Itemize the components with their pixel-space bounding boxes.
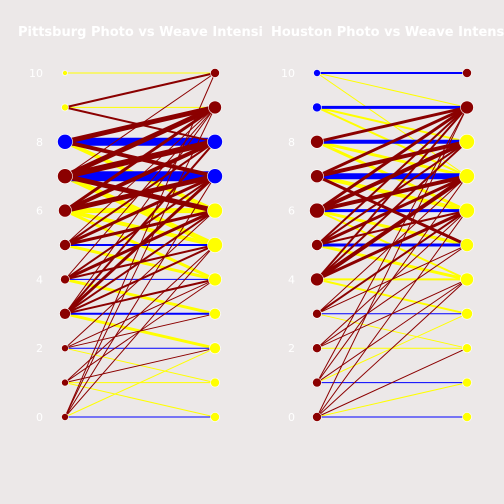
cross-line-weave [316,106,468,246]
right-point [207,237,223,253]
cross-line-weave [64,107,216,418]
left-point [310,169,324,183]
cross-line-weave [316,107,468,418]
cross-line-weave [316,106,468,281]
right-point [462,377,472,388]
cross-line-weave [316,244,468,349]
cross-line-weave [64,107,216,280]
right-point [459,202,475,219]
y-tick-label: 0 [36,411,43,424]
right-point [210,412,220,422]
left-point [310,272,324,287]
left-point [61,344,69,353]
cross-line-weave [316,279,468,418]
cross-line-weave [63,105,217,179]
panel-title: Houston Photo vs Weave Intensit [271,25,504,40]
right-point [209,342,221,355]
cross-line-weave [316,278,468,384]
y-tick-label: 0 [288,411,295,424]
left-point [60,274,70,285]
left-point [313,69,321,77]
right-point [208,272,222,287]
right-point [460,100,474,115]
right-point [461,307,473,320]
y-tick-label: 4 [288,273,295,286]
panel-houston: Houston Photo vs Weave Intensit 0 2 4 6 8 10 [271,25,504,424]
cross-line-weave [64,210,216,349]
right-point [460,238,474,252]
cross-line-weave [64,72,216,109]
left-point [59,307,71,320]
right-point [459,134,475,150]
cross-line-weave [316,106,468,178]
left-point [61,103,69,112]
link-lines [315,72,469,418]
right-point [462,343,472,354]
panel-pittsburg: Pittsburg Photo vs Weave Intensi 0 2 4 6 8 10 [18,25,263,424]
cross-line-weave [64,72,216,418]
left-point [312,412,322,422]
endpoint-markers [57,68,223,422]
cross-line-weave [316,347,468,418]
right-point [460,272,474,287]
cross-line-weave [316,175,468,383]
right-point [207,134,223,150]
left-point [58,203,72,218]
right-point [207,168,223,184]
y-tick-label: 4 [36,273,43,286]
left-point [61,413,69,421]
cross-line-weave [315,174,469,282]
left-point [312,343,322,354]
left-point [61,378,69,387]
panel-title: Pittsburg Photo vs Weave Intensi [18,25,263,40]
left-point [59,239,71,251]
cross-line-weave [64,106,216,212]
y-tick-label: 2 [36,342,43,355]
cross-line-weave [64,107,216,315]
y-tick-label: 8 [36,136,43,149]
cross-line-weave [316,210,468,418]
cross-line-weave [316,106,468,212]
right-point [210,377,220,388]
cross-line-weave [64,72,216,177]
left-point [62,70,68,76]
right-point [207,202,223,219]
y-tick-label: 10 [281,67,295,80]
cross-line-weave [64,244,216,418]
cross-line-mixed [316,72,468,108]
right-point [462,68,472,78]
cross-line-weave [316,107,468,383]
cross-line-mixed [64,382,216,418]
right-point [209,307,221,320]
y-tick-label: 2 [288,342,295,355]
y-tick-label: 6 [288,205,295,218]
link-lines [63,72,217,418]
endpoint-markers [309,68,475,422]
right-point [459,168,475,184]
cross-line-weave [316,105,468,144]
y-tick-label: 10 [29,67,43,80]
cross-line-weave [64,141,216,315]
left-point [312,377,322,388]
left-point [312,102,322,113]
right-point [210,68,220,78]
y-tick-label: 8 [288,136,295,149]
right-point [462,412,472,422]
cross-line-weave [316,141,468,281]
right-point [208,100,222,115]
cross-line-weave [64,175,216,418]
y-tick-label: 6 [36,205,43,218]
left-point [312,308,322,319]
left-point [57,168,73,184]
left-point [311,239,323,251]
left-point [310,135,324,149]
left-point [57,134,73,150]
cross-line-mixed [316,382,468,418]
left-point [309,202,325,219]
